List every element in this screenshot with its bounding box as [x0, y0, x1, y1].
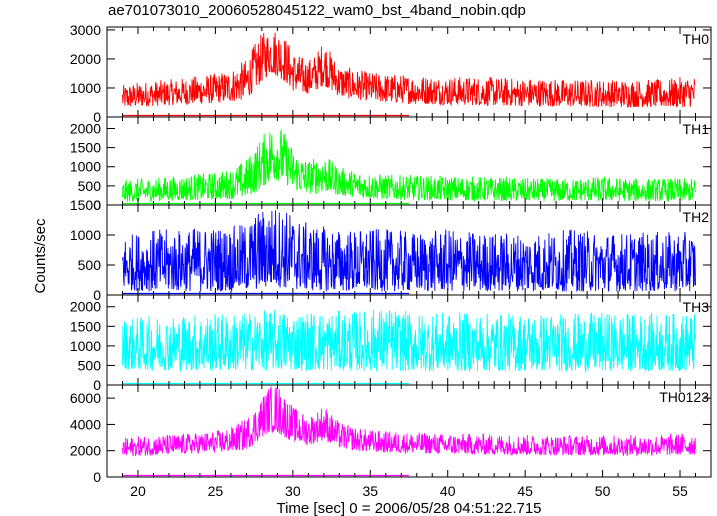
panel-label-th1: TH1: [683, 121, 710, 137]
y-tick-label-th1: 500: [78, 178, 102, 194]
panel-label-th3: TH3: [683, 299, 710, 315]
series-line-th0: [122, 32, 696, 108]
y-tick-label-th0123: 4000: [70, 416, 101, 432]
y-tick-label-th1: 1000: [70, 159, 101, 175]
y-tick-label-th3: 2000: [70, 299, 101, 315]
panel-frame-th0123: [106, 384, 712, 478]
x-tick-label: 35: [362, 483, 378, 499]
series-line-th3: [122, 309, 696, 373]
y-tick-label-th0: 0: [93, 109, 101, 125]
x-tick-label: 25: [208, 483, 224, 499]
series-line-th0123: [122, 386, 696, 457]
y-tick-label-th2: 1500: [70, 197, 101, 213]
x-tick-label: 55: [672, 483, 688, 499]
y-tick-label-th1: 0: [93, 197, 101, 213]
y-tick-label-th3: 1000: [70, 338, 101, 354]
y-tick-label-th2: 1000: [70, 227, 101, 243]
y-tick-label-th0123: 0: [93, 469, 101, 485]
y-tick-label-th2: 0: [93, 287, 101, 303]
y-tick-label-th3: 1500: [70, 318, 101, 334]
x-tick-label: 50: [595, 483, 611, 499]
series-line-th1: [122, 129, 696, 203]
y-tick-label-th1: 1500: [70, 140, 101, 156]
x-tick-label: 45: [517, 483, 533, 499]
y-tick-label-th0123: 6000: [70, 390, 101, 406]
panel-label-th0123: TH0123: [659, 389, 709, 405]
x-tick-label: 30: [285, 483, 301, 499]
y-tick-label-th1: 2000: [70, 120, 101, 136]
y-tick-label-th3: 0: [93, 377, 101, 393]
y-tick-label-th0: 2000: [70, 51, 101, 67]
y-tick-label-th0: 1000: [70, 80, 101, 96]
x-tick-label: 40: [440, 483, 456, 499]
chart-title: ae701073010_20060528045122_wam0_bst_4ban…: [108, 2, 526, 19]
y-tick-label-th3: 500: [78, 357, 102, 373]
series-line-th2: [122, 210, 696, 292]
y-tick-label-th0123: 2000: [70, 443, 101, 459]
x-axis-label: Time [sec] 0 = 2006/05/28 04:51:22.715: [276, 500, 541, 516]
y-tick-label-th2: 500: [78, 257, 102, 273]
y-tick-label-th0: 3000: [70, 22, 101, 38]
y-axis-label: Counts/sec: [32, 218, 49, 294]
panel-label-th2: TH2: [683, 209, 710, 225]
panel-label-th0: TH0: [683, 31, 710, 47]
x-tick-label: 20: [130, 483, 146, 499]
